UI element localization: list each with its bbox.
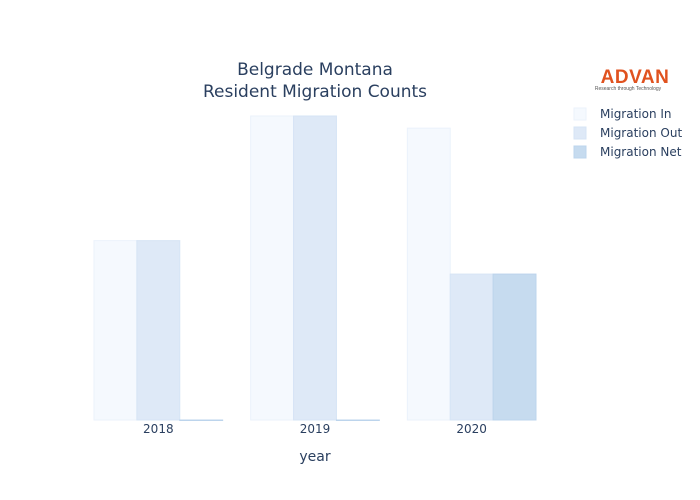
bar-migration-net-2018[interactable] xyxy=(179,419,224,421)
legend-label: Migration In xyxy=(600,107,672,121)
bars-layer xyxy=(93,115,537,421)
legend-label: Migration Net xyxy=(600,145,682,159)
legend-label: Migration Out xyxy=(600,126,682,140)
legend-item-migration-out[interactable]: Migration Out xyxy=(573,126,682,140)
bar-migration-out-2018[interactable] xyxy=(136,240,181,421)
legend-swatch xyxy=(573,107,587,121)
bar-migration-out-2020[interactable] xyxy=(449,273,494,421)
bar-migration-in-2019[interactable] xyxy=(250,115,295,421)
chart-title-line-2: Resident Migration Counts xyxy=(203,82,427,102)
bar-migration-in-2018[interactable] xyxy=(93,240,138,421)
legend-item-migration-net[interactable]: Migration Net xyxy=(573,145,682,159)
x-tick-label-2018: 2018 xyxy=(143,422,174,436)
x-tick-label-2020: 2020 xyxy=(456,422,487,436)
legend-swatch xyxy=(573,126,587,140)
legend[interactable]: Migration In Migration Out Migration Net xyxy=(573,107,682,159)
advan-logo: ADVAN Research through Technology xyxy=(595,67,670,92)
logo-wordmark: ADVAN xyxy=(601,67,670,88)
x-tick-label-2019: 2019 xyxy=(300,422,331,436)
chart-title-line-1: Belgrade Montana xyxy=(237,60,393,80)
logo-tagline: Research through Technology xyxy=(595,86,662,92)
legend-swatch xyxy=(573,145,587,159)
chart-title: Belgrade Montana Resident Migration Coun… xyxy=(203,60,427,102)
bar-migration-in-2020[interactable] xyxy=(406,127,451,421)
x-axis-label: year xyxy=(299,449,330,465)
legend-item-migration-in[interactable]: Migration In xyxy=(573,107,672,121)
bar-migration-net-2020[interactable] xyxy=(492,273,537,421)
bar-migration-out-2019[interactable] xyxy=(293,115,337,421)
x-axis-ticks: 2018 2019 2020 xyxy=(143,422,487,436)
bar-migration-net-2019[interactable] xyxy=(335,419,380,421)
